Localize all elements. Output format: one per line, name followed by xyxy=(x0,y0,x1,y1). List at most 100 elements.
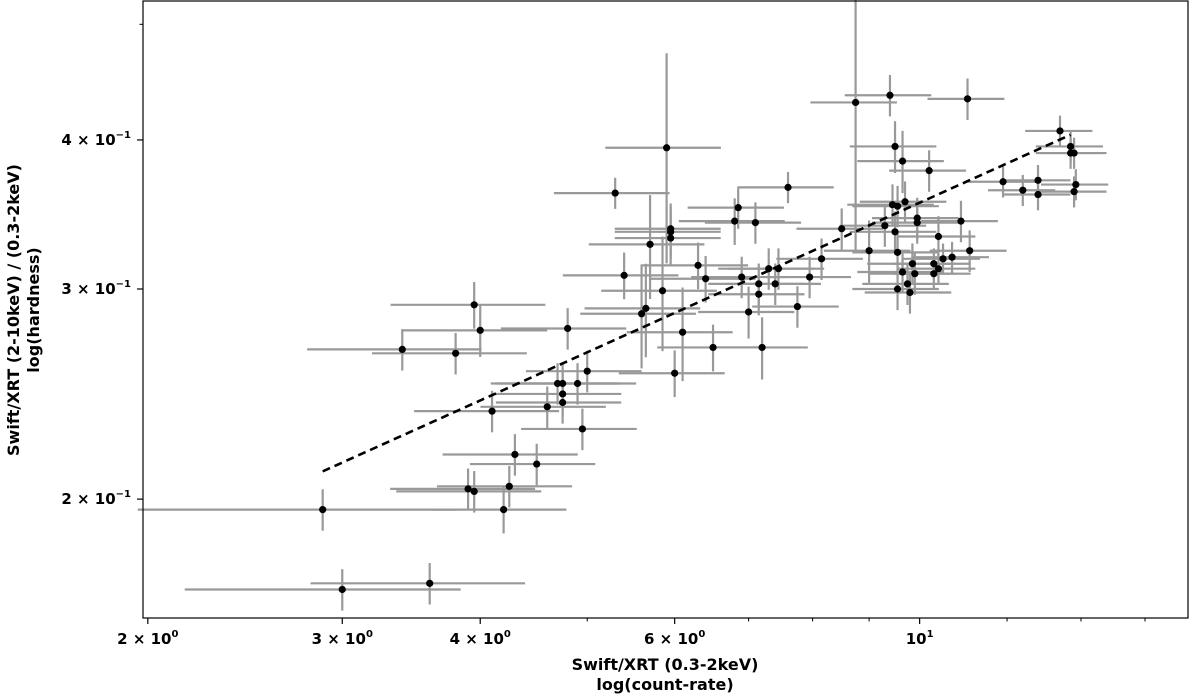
data-point xyxy=(893,202,902,210)
data-point xyxy=(1056,127,1064,135)
data-point xyxy=(642,304,650,312)
data-point xyxy=(553,379,562,388)
x-axis-title-line2: log(count-rate) xyxy=(596,675,733,694)
data-point xyxy=(898,157,907,165)
data-point xyxy=(533,460,541,468)
data-point xyxy=(755,280,763,288)
y-tick-label: 2 × 10−1 xyxy=(61,489,131,508)
x-tick-label: 101 xyxy=(906,629,934,648)
data-point xyxy=(738,273,746,281)
data-point xyxy=(464,485,472,493)
data-point xyxy=(511,450,519,459)
data-point xyxy=(646,240,654,248)
data-point xyxy=(578,425,587,433)
y-axis-title-line2: log(hardness) xyxy=(24,247,43,372)
x-axis-title-line1: Swift/XRT (0.3-2keV) xyxy=(572,655,759,674)
data-point xyxy=(1067,142,1075,151)
data-point xyxy=(806,273,814,281)
x-tick-label: 2 × 100 xyxy=(117,629,178,648)
data-point xyxy=(663,144,671,152)
data-point xyxy=(817,255,826,263)
data-point xyxy=(934,232,943,241)
data-point xyxy=(913,214,921,222)
data-point xyxy=(755,290,763,298)
data-point xyxy=(901,198,909,206)
data-point xyxy=(793,302,801,311)
data-point xyxy=(886,91,894,99)
data-point xyxy=(865,247,873,255)
data-point xyxy=(744,308,753,316)
data-point xyxy=(903,280,912,288)
data-point xyxy=(893,248,902,256)
data-point xyxy=(476,326,484,334)
data-point xyxy=(452,349,460,357)
data-point xyxy=(999,178,1007,186)
y-tick-label: 4 × 10−1 xyxy=(61,130,131,149)
data-point xyxy=(543,403,551,411)
data-point xyxy=(709,343,717,352)
data-point xyxy=(963,95,972,103)
data-point xyxy=(671,369,679,377)
data-point xyxy=(398,345,406,353)
data-point xyxy=(930,270,938,278)
data-point xyxy=(667,228,675,236)
data-point xyxy=(559,398,567,407)
data-point xyxy=(758,343,766,352)
data-point xyxy=(1034,190,1042,199)
data-point xyxy=(891,228,899,236)
data-point xyxy=(505,482,513,490)
data-point xyxy=(881,222,889,230)
data-point xyxy=(611,189,619,197)
data-point xyxy=(893,285,902,293)
data-point xyxy=(426,579,434,587)
x-axis-ticks: 2 × 100 3 × 100 4 × 100 6 × 100 101 xyxy=(117,618,1146,648)
data-point xyxy=(930,260,938,268)
fit-line-layer xyxy=(322,133,1072,473)
data-point xyxy=(564,324,572,333)
x-tick-label: 6 × 100 xyxy=(644,629,705,648)
data-point xyxy=(702,275,710,283)
data-point xyxy=(925,167,933,175)
data-point xyxy=(319,505,327,514)
data-point xyxy=(694,261,702,269)
data-point xyxy=(338,585,346,594)
data-point xyxy=(1070,149,1078,157)
data-point xyxy=(667,234,675,242)
data-point xyxy=(851,98,860,107)
fit-line xyxy=(322,133,1072,473)
data-point xyxy=(637,310,646,318)
data-point xyxy=(500,505,508,514)
data-point xyxy=(658,287,667,295)
data-point xyxy=(765,265,773,273)
data-point xyxy=(838,225,846,233)
x-tick-label: 4 × 100 xyxy=(450,629,511,648)
data-point xyxy=(488,407,496,415)
data-point xyxy=(751,219,759,227)
data-point xyxy=(784,183,792,191)
data-point xyxy=(1034,176,1042,184)
data-point xyxy=(948,253,956,261)
data-point xyxy=(559,390,567,398)
data-point xyxy=(957,217,965,225)
data-point xyxy=(774,265,783,273)
data-point xyxy=(939,255,947,263)
y-tick-label: 3 × 10−1 xyxy=(61,279,131,298)
data-point xyxy=(911,270,919,278)
data-point xyxy=(470,487,478,496)
data-point xyxy=(573,379,582,388)
data-point xyxy=(934,265,943,273)
y-axis-title-line1: Swift/XRT (2-10keV) / (0.3-2keV) xyxy=(4,164,23,456)
data-point xyxy=(583,367,591,375)
plot-frame xyxy=(142,0,1189,619)
data-point xyxy=(1070,188,1078,196)
points-layer xyxy=(319,91,1080,594)
data-point xyxy=(1019,186,1027,194)
data-point xyxy=(898,268,907,276)
data-point xyxy=(470,301,478,309)
data-point xyxy=(1072,180,1080,189)
y-axis-ticks: 2 × 10−1 3 × 10−1 4 × 10−1 xyxy=(61,23,143,508)
data-point xyxy=(966,247,974,255)
data-point xyxy=(908,260,916,268)
